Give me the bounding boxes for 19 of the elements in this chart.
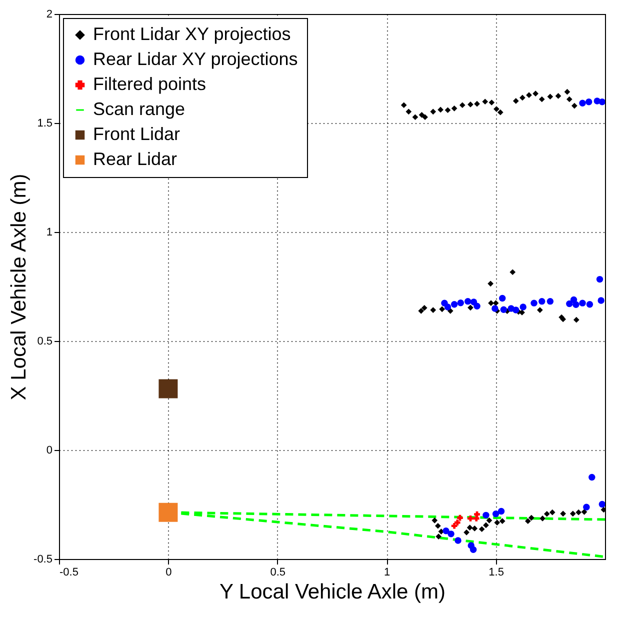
legend-label: Filtered points <box>93 74 206 94</box>
y-tick-label: -0.5 <box>34 554 52 566</box>
x-axis-title: Y Local Vehicle Axle (m) <box>219 580 446 604</box>
legend-label: Rear Lidar XY projections <box>93 49 298 69</box>
x-tick-label: 0 <box>166 566 172 578</box>
legend-label: Front Lidar XY projectios <box>93 24 291 44</box>
y-tick-label: 1 <box>46 226 52 238</box>
legend-label: Front Lidar <box>93 124 180 144</box>
legend-label: Scan range <box>93 99 186 119</box>
legend-label: Rear Lidar <box>93 149 178 169</box>
y-tick-label: 1.5 <box>37 118 52 130</box>
x-tick-label: 0.5 <box>270 566 286 578</box>
y-axis-title: X Local Vehicle Axle (m) <box>8 174 31 400</box>
x-tick-label: 1 <box>384 566 390 578</box>
y-tick-label: 0.5 <box>37 336 52 348</box>
y-tick-label: 2 <box>46 8 52 20</box>
y-tick-label: 0 <box>46 444 52 456</box>
x-tick-label: 1.5 <box>488 566 504 578</box>
x-tick-label: -0.5 <box>60 566 78 578</box>
